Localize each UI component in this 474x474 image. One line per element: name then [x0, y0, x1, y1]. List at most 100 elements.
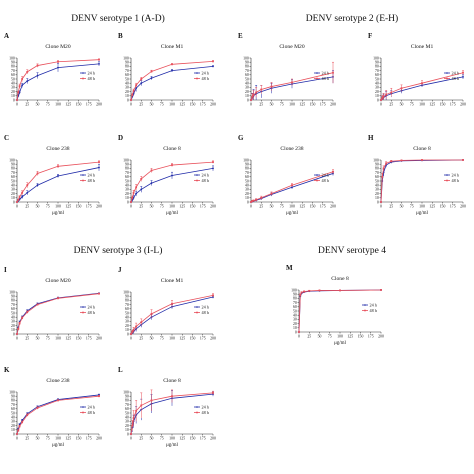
- data-point: [380, 289, 382, 291]
- data-point: [140, 321, 143, 324]
- x-tick-label: 200: [96, 337, 102, 341]
- legend-marker: [196, 174, 198, 176]
- x-tick-label: 0: [130, 103, 132, 107]
- data-point: [57, 175, 59, 177]
- y-tick-label: 10: [11, 328, 15, 332]
- x-tick-label: 25: [139, 205, 143, 209]
- y-tick-label: 50: [125, 77, 129, 81]
- data-point: [98, 395, 100, 398]
- y-tick-label: 60: [11, 73, 15, 77]
- panel-title: Clone M20: [45, 278, 71, 284]
- y-tick-label: 100: [291, 288, 297, 292]
- data-point: [21, 317, 24, 319]
- legend-entry: 24 h: [88, 172, 96, 177]
- data-point: [171, 302, 173, 305]
- x-axis-label: μg/ml: [334, 341, 346, 346]
- y-tick-label: 30: [11, 320, 15, 324]
- legend-entry: 24 h: [202, 70, 210, 75]
- legend-entry: 48 h: [322, 76, 330, 81]
- legend-marker: [82, 411, 84, 414]
- y-tick-label: 10: [245, 196, 249, 200]
- x-tick-label: 150: [76, 437, 82, 441]
- data-point: [26, 311, 29, 314]
- x-tick-label: 0: [380, 205, 382, 209]
- x-tick-label: 175: [200, 103, 206, 107]
- y-tick-label: 60: [245, 175, 249, 179]
- data-point: [212, 60, 214, 63]
- data-point: [385, 93, 388, 96]
- y-tick-label: 80: [11, 65, 15, 69]
- y-tick-label: 100: [243, 158, 249, 162]
- data-point: [252, 94, 255, 96]
- y-tick-label: 100: [373, 56, 379, 60]
- legend-marker: [82, 77, 84, 80]
- legend-marker: [196, 311, 198, 314]
- legend-entry: 24 h: [202, 172, 210, 177]
- x-tick-label: 125: [179, 103, 185, 107]
- y-tick-label: 90: [245, 61, 249, 65]
- data-point: [132, 417, 135, 419]
- data-point: [98, 58, 100, 61]
- legend-entry: 24 h: [322, 70, 330, 75]
- x-tick-label: 150: [76, 103, 82, 107]
- y-tick-label: 10: [293, 326, 297, 330]
- y-tick-label: 60: [125, 73, 129, 77]
- data-point: [299, 294, 302, 296]
- y-tick-label: 70: [375, 69, 379, 73]
- y-tick-label: 50: [11, 77, 15, 81]
- y-tick-label: 100: [243, 56, 249, 60]
- data-point: [291, 184, 293, 187]
- legend-marker: [196, 411, 198, 414]
- panel-letter: J: [118, 266, 122, 274]
- section-title-serotype-4: DENV serotype 4: [318, 246, 386, 256]
- x-tick-label: 50: [36, 337, 40, 341]
- x-tick-label: 175: [86, 337, 92, 341]
- x-tick-label: 125: [179, 337, 185, 341]
- x-tick-label: 25: [139, 337, 143, 341]
- x-tick-label: 0: [380, 103, 382, 107]
- legend-marker: [82, 72, 84, 74]
- panel-letter: K: [4, 366, 10, 374]
- y-tick-label: 0: [127, 432, 129, 436]
- y-tick-label: 90: [11, 395, 15, 399]
- data-point: [36, 172, 39, 175]
- x-tick-label: 125: [179, 437, 185, 441]
- panel-title: Clone M20: [45, 44, 71, 50]
- y-tick-label: 20: [245, 192, 249, 196]
- x-tick-label: 125: [429, 103, 435, 107]
- x-tick-label: 175: [200, 437, 206, 441]
- y-tick-label: 60: [125, 175, 129, 179]
- x-tick-label: 0: [16, 437, 18, 441]
- data-point: [212, 391, 214, 394]
- legend-entry: 48 h: [88, 410, 96, 415]
- data-point: [250, 201, 252, 203]
- data-point: [171, 174, 173, 177]
- panel-title: Clone 8: [163, 378, 181, 384]
- legend-entry: 24 h: [202, 304, 210, 309]
- panel-title: Clone M1: [411, 44, 434, 50]
- data-point: [150, 182, 153, 185]
- data-point: [390, 91, 393, 94]
- y-tick-label: 30: [293, 318, 297, 322]
- y-tick-label: 0: [295, 330, 297, 334]
- y-tick-label: 100: [9, 390, 15, 394]
- data-point: [57, 60, 59, 63]
- y-tick-label: 90: [11, 61, 15, 65]
- data-point: [251, 95, 254, 98]
- data-point: [26, 191, 29, 194]
- x-tick-label: 75: [328, 335, 332, 339]
- x-tick-label: 50: [150, 437, 154, 441]
- y-tick-label: 50: [245, 179, 249, 183]
- y-tick-label: 20: [11, 324, 15, 328]
- y-tick-label: 80: [375, 65, 379, 69]
- y-tick-label: 30: [125, 320, 129, 324]
- y-tick-label: 60: [125, 407, 129, 411]
- x-tick-label: 150: [76, 337, 82, 341]
- x-tick-label: 125: [65, 437, 71, 441]
- y-tick-label: 20: [375, 90, 379, 94]
- data-point: [21, 84, 24, 87]
- data-point: [380, 201, 382, 203]
